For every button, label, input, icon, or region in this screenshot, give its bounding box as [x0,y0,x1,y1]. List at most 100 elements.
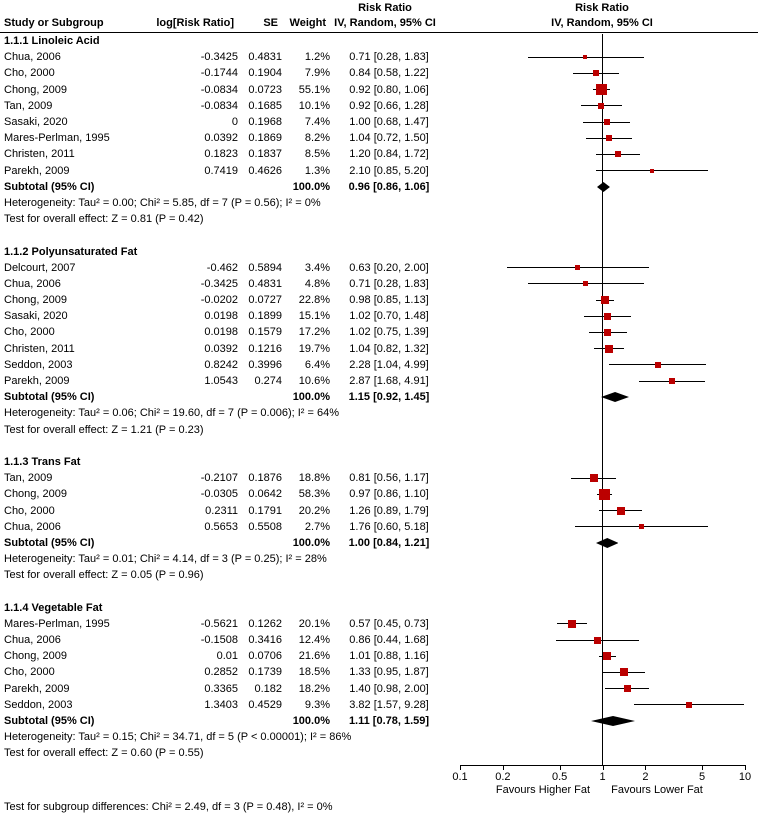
se-value: 0.1904 [248,67,282,80]
plot-column-method-header: IV, Random, 95% CI [551,17,653,29]
risk-ratio-ci-text: 0.63 [0.20, 2.00] [349,261,429,274]
ci-plot-cell [448,632,758,648]
effect-square [603,119,610,126]
study-row: Christen, 2011 0.1823 0.1837 8.5% 1.20 [0.84… [0,146,758,162]
subtotal-diamond [601,392,630,403]
se-value: 0.182 [254,682,282,695]
weight-value: 18.8% [298,472,330,485]
subgroup-title: 1.1.1 Linoleic Acid [4,35,100,48]
heterogeneity-text: Heterogeneity: Tau² = 0.01; Chi² = 4.14,… [4,553,327,566]
log-risk-ratio-value: 0.0392 [204,132,238,145]
effect-square [582,281,588,287]
log-risk-ratio-value: 0.7419 [204,164,238,177]
effect-square [603,652,612,661]
weight-column-header: Weight [289,17,326,29]
se-value: 0.0642 [248,488,282,501]
subgroup-title-row: 1.1.4 Vegetable Fat [0,600,758,616]
study-row: Parekh, 2009 0.3365 0.182 18.2% 1.40 [0.98, … [0,681,758,697]
log-risk-ratio-value: 0.0198 [204,310,238,323]
effect-square [589,474,598,483]
ci-plot-cell [448,260,758,276]
weight-value: 1.2% [304,51,330,64]
subtotal-plot-cell [448,179,758,195]
study-row: Cho, 2000 0.2852 0.1739 18.5% 1.33 [0.95, 1.… [0,664,758,680]
risk-ratio-ci-text: 0.71 [0.28, 1.83] [349,277,429,290]
se-value: 0.5508 [248,520,282,533]
forest-rows: 1.1.1 Linoleic Acid Chua, 2006 -0.3425 0.48… [0,33,758,761]
axis-tick-label: 5 [699,771,706,783]
plot-column-effect-title: Risk Ratio [575,2,629,14]
study-row: Mares-Perlman, 1995 0.0392 0.1869 8.2% 1.04 … [0,130,758,146]
subgroup-title: 1.1.2 Polyunsaturated Fat [4,245,138,258]
effect-square [604,312,612,320]
risk-ratio-ci-text: 1.33 [0.95, 1.87] [349,666,429,679]
se-value: 0.1791 [248,504,282,517]
weight-value: 3.4% [304,261,330,274]
overall-test-text: Test for overall effect: Z = 1.21 (P = 0… [4,423,204,436]
subtotal-ci-text: 1.15 [0.92, 1.45] [348,391,430,404]
study-label: Tan, 2009 [4,99,53,112]
study-label: Chong, 2009 [4,83,67,96]
risk-ratio-ci-text: 1.01 [0.88, 1.16] [349,650,429,663]
subtotal-weight: 100.0% [292,180,330,193]
study-label: Chong, 2009 [4,650,67,663]
study-label: Mares-Perlman, 1995 [4,132,110,145]
subgroup-title: 1.1.4 Vegetable Fat [4,601,103,614]
effect-square [604,328,612,336]
log-risk-ratio-value: -0.1508 [200,634,238,647]
subtotal-label: Subtotal (95% CI) [4,536,95,549]
log-risk-ratio-value: -0.1744 [200,67,238,80]
heterogeneity-text: Heterogeneity: Tau² = 0.00; Chi² = 5.85,… [4,196,321,209]
study-label: Christen, 2011 [4,148,75,161]
effect-square [583,55,588,60]
risk-ratio-ci-text: 3.82 [1.57, 9.28] [349,698,429,711]
study-row: Cho, 2000 -0.1744 0.1904 7.9% 0.84 [0.58, 1.… [0,65,758,81]
heterogeneity-row: Heterogeneity: Tau² = 0.15; Chi² = 34.71… [0,729,758,745]
effect-square [604,344,613,353]
se-value: 0.4831 [248,51,282,64]
log-risk-ratio-value: -0.3425 [200,277,238,290]
se-value: 0.1869 [248,132,282,145]
x-axis: 0.1 0.2 0.5 1 2 5 10 Favours Higher Fat Favours … [444,765,758,815]
study-row: Cho, 2000 0.0198 0.1579 17.2% 1.02 [0.75, 1.… [0,324,758,340]
weight-value: 8.5% [304,148,330,161]
ci-plot-cell [448,65,758,81]
axis-tick [502,766,504,770]
study-label: Sasaki, 2020 [4,116,68,129]
se-value: 0.4529 [248,698,282,711]
favours-left-label: Favours Higher Fat [495,784,591,796]
risk-ratio-ci-text: 0.92 [0.80, 1.06] [349,83,429,96]
overall-test-text: Test for overall effect: Z = 0.81 (P = 0… [4,213,204,226]
column-header: Risk Ratio Risk Ratio Study or Subgroup … [0,0,758,33]
se-value: 0.1739 [248,666,282,679]
log-risk-ratio-value: -0.0202 [200,294,238,307]
study-label: Parekh, 2009 [4,375,70,388]
study-row: Chua, 2006 -0.1508 0.3416 12.4% 0.86 [0.44, … [0,632,758,648]
weight-value: 10.6% [298,375,330,388]
study-row: Seddon, 2003 1.3403 0.4529 9.3% 3.82 [1.57, … [0,697,758,713]
effect-square [654,361,661,368]
weight-value: 15.1% [298,310,330,323]
study-row: Sasaki, 2020 0.0198 0.1899 15.1% 1.02 [0.70,… [0,308,758,324]
log-risk-ratio-value: 1.0543 [204,375,238,388]
ci-plot-cell [448,697,758,713]
risk-ratio-ci-text: 0.98 [0.85, 1.13] [349,294,429,307]
weight-value: 19.7% [298,342,330,355]
subtotal-row: Subtotal (95% CI) 100.0% 1.11 [0.78, 1.59] [0,713,758,729]
ci-plot-cell [448,341,758,357]
study-label: Seddon, 2003 [4,358,73,371]
log-risk-ratio-value: 0 [231,116,238,129]
ci-plot-cell [448,130,758,146]
subtotal-plot-cell [448,535,758,551]
heterogeneity-text: Heterogeneity: Tau² = 0.15; Chi² = 34.71… [4,731,352,744]
study-label: Sasaki, 2020 [4,310,68,323]
weight-value: 9.3% [304,698,330,711]
subtotal-row: Subtotal (95% CI) 100.0% 0.96 [0.86, 1.06] [0,179,758,195]
study-label: Seddon, 2003 [4,698,73,711]
subtotal-label: Subtotal (95% CI) [4,714,95,727]
ci-plot-cell [448,276,758,292]
study-label: Chua, 2006 [4,51,61,64]
favours-right-label: Favours Lower Fat [611,784,703,796]
weight-value: 18.2% [298,682,330,695]
weight-value: 17.2% [298,326,330,339]
